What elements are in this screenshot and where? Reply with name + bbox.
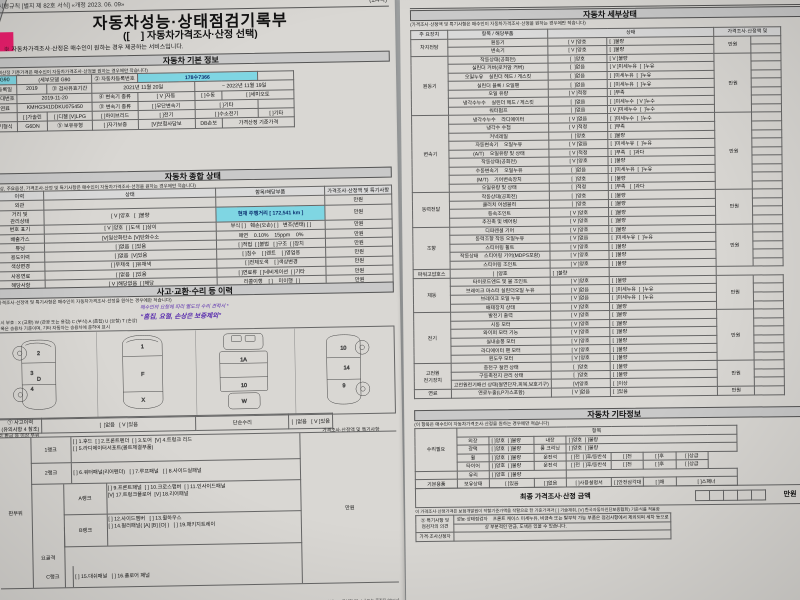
svg-text:1A: 1A xyxy=(240,357,247,363)
svg-text:10: 10 xyxy=(241,383,247,389)
svg-text:3: 3 xyxy=(30,371,33,377)
svg-text:F: F xyxy=(141,372,145,378)
svg-text:14: 14 xyxy=(344,365,350,371)
svg-text:X: X xyxy=(141,398,145,404)
svg-text:D: D xyxy=(37,377,41,383)
svg-text:1: 1 xyxy=(141,344,144,350)
svg-text:9: 9 xyxy=(342,383,345,389)
svg-text:W: W xyxy=(242,399,248,405)
svg-text:4: 4 xyxy=(31,387,34,393)
svg-text:2: 2 xyxy=(37,351,40,357)
svg-text:10: 10 xyxy=(340,346,346,352)
